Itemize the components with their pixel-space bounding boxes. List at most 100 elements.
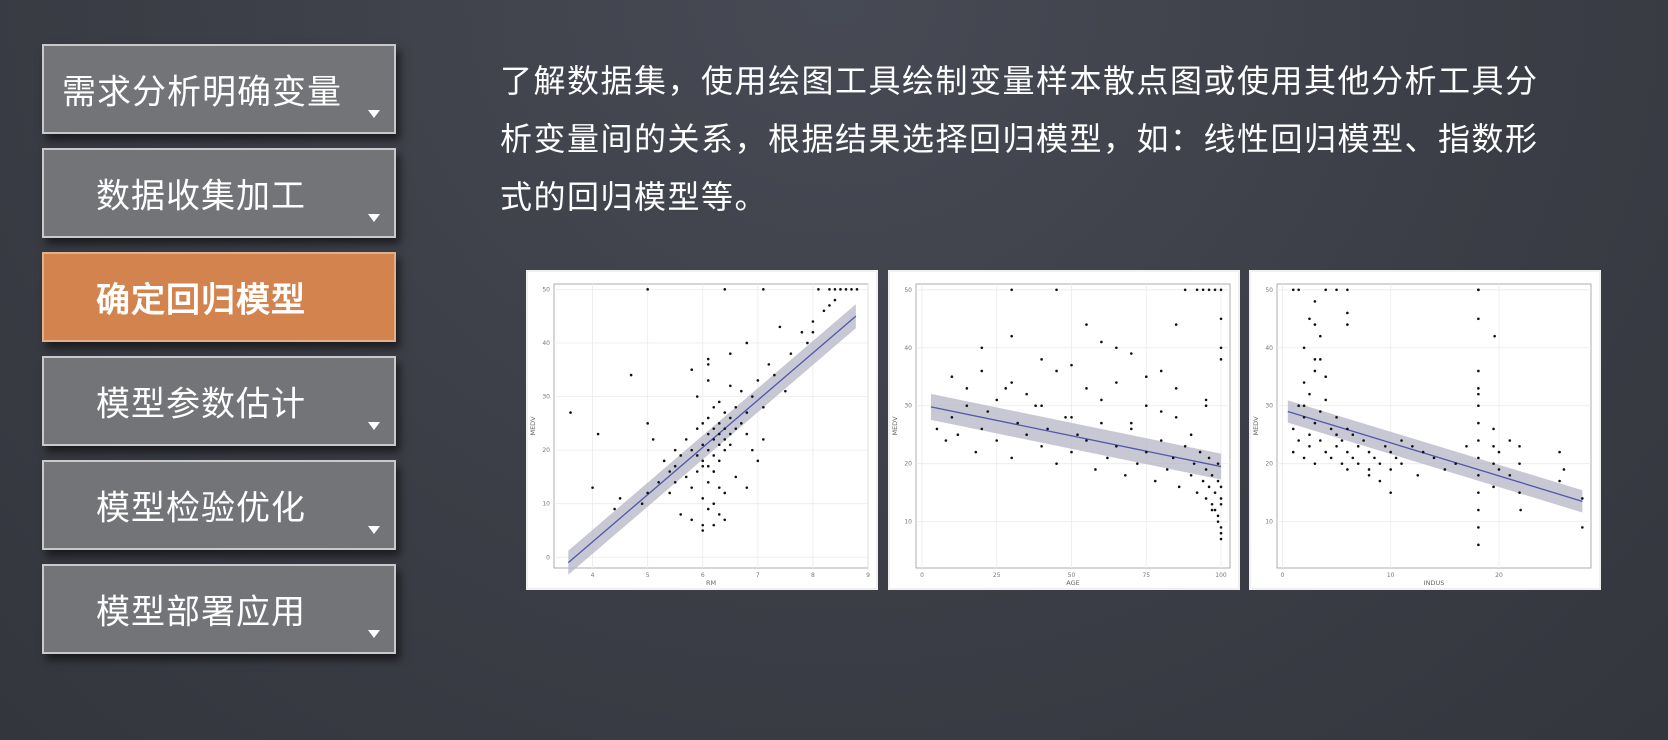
data-point (1346, 311, 1349, 315)
data-point (1115, 381, 1118, 384)
data-point (1204, 398, 1208, 402)
data-point (1492, 462, 1495, 465)
data-point (1346, 450, 1349, 454)
data-point (828, 288, 831, 291)
data-point (651, 438, 655, 441)
step-requirement-analysis[interactable]: 需求分析明确变量 (42, 44, 396, 134)
data-point (1313, 358, 1317, 361)
y-tick-label: 10 (904, 519, 912, 526)
data-point (811, 330, 815, 334)
data-point (1076, 433, 1079, 436)
data-point (1497, 468, 1501, 471)
data-point (1213, 288, 1217, 292)
data-point (1389, 491, 1392, 494)
data-point (1477, 439, 1480, 442)
data-point (1070, 363, 1073, 367)
y-tick-label: 30 (1265, 403, 1273, 410)
data-point (1313, 369, 1317, 373)
data-point (1055, 369, 1058, 373)
data-point (695, 454, 699, 457)
x-tick-label: 0 (1280, 572, 1284, 579)
data-point (1346, 323, 1349, 326)
data-point (1100, 340, 1103, 344)
scatter-plot-indus-svg: 0 10 20 10 20 30 40 50 INDUS MEDV (1252, 283, 1592, 587)
description-line: 式的回归模型等。 (500, 178, 769, 216)
data-point (1174, 387, 1178, 390)
x-tick-label: 4 (591, 572, 595, 579)
data-point (1477, 387, 1480, 390)
data-point (706, 507, 710, 511)
data-point (778, 325, 782, 329)
data-point (701, 529, 705, 532)
data-point (1477, 288, 1480, 292)
data-point (712, 427, 716, 430)
data-point (723, 491, 727, 495)
data-point (1034, 404, 1037, 408)
data-point (1165, 468, 1169, 471)
data-point (1477, 543, 1480, 547)
data-point (1159, 439, 1163, 442)
data-point (569, 411, 572, 414)
data-point (723, 411, 727, 414)
data-point (1159, 410, 1163, 413)
data-point (773, 373, 776, 377)
data-point (701, 422, 705, 425)
data-point (1040, 404, 1043, 408)
data-point (629, 373, 633, 377)
data-point (668, 491, 671, 495)
data-point (1477, 456, 1480, 460)
data-point (1144, 375, 1148, 379)
data-point (1124, 473, 1127, 477)
y-tick-label: 0 (546, 554, 550, 561)
data-point (1010, 381, 1013, 384)
data-point (822, 309, 826, 313)
y-tick-label: 10 (1265, 519, 1273, 526)
step-model-validation[interactable]: 模型检验优化 (42, 460, 396, 550)
data-point (712, 523, 716, 527)
data-point (950, 416, 954, 419)
data-point (1189, 433, 1193, 436)
data-point (1335, 444, 1338, 448)
data-point (690, 448, 694, 452)
step-data-collection[interactable]: 数据收集加工 (42, 148, 396, 238)
step-determine-model[interactable]: 确定回归模型 (42, 252, 396, 342)
data-point (739, 422, 743, 425)
data-point (1219, 537, 1223, 541)
description-text: 了解数据集，使用绘图工具绘制变量样本散点图或使用其他分析工具分 析变量间的关系，… (500, 52, 1650, 226)
scatter-plot-rm-svg: 4 5 6 7 8 9 0 10 20 30 40 50 RM MEDV (529, 283, 870, 587)
data-point (1219, 317, 1223, 321)
data-point (1558, 450, 1561, 454)
data-point (1010, 456, 1013, 460)
data-point (1319, 439, 1322, 442)
data-point (1492, 485, 1495, 489)
data-point (1324, 398, 1328, 402)
data-point (1324, 288, 1328, 292)
data-point (734, 475, 738, 479)
caret-down-icon (368, 214, 380, 222)
x-tick-label: 7 (756, 572, 760, 579)
data-point (745, 411, 749, 414)
regression-line (1287, 410, 1583, 502)
y-axis-label: MEDV (1252, 416, 1260, 436)
data-point (1070, 416, 1073, 419)
data-point (1207, 485, 1211, 489)
x-tick-label: 75 (1142, 572, 1150, 579)
step-parameter-estimation[interactable]: 模型参数估计 (42, 356, 396, 446)
step-model-deployment[interactable]: 模型部署应用 (42, 564, 396, 654)
data-point (646, 288, 649, 291)
data-point (723, 448, 727, 452)
data-point (1195, 491, 1199, 494)
data-point (728, 443, 732, 447)
x-tick-label: 50 (1068, 572, 1076, 579)
data-point (751, 448, 754, 452)
data-point (1297, 439, 1300, 442)
data-point (734, 427, 738, 430)
data-point (1207, 456, 1211, 460)
data-point (806, 341, 809, 345)
data-point (1346, 288, 1349, 292)
data-point (1135, 462, 1139, 465)
caret-down-icon (368, 630, 380, 638)
data-point (762, 438, 765, 441)
data-point (1159, 369, 1163, 373)
data-point (1432, 456, 1436, 460)
